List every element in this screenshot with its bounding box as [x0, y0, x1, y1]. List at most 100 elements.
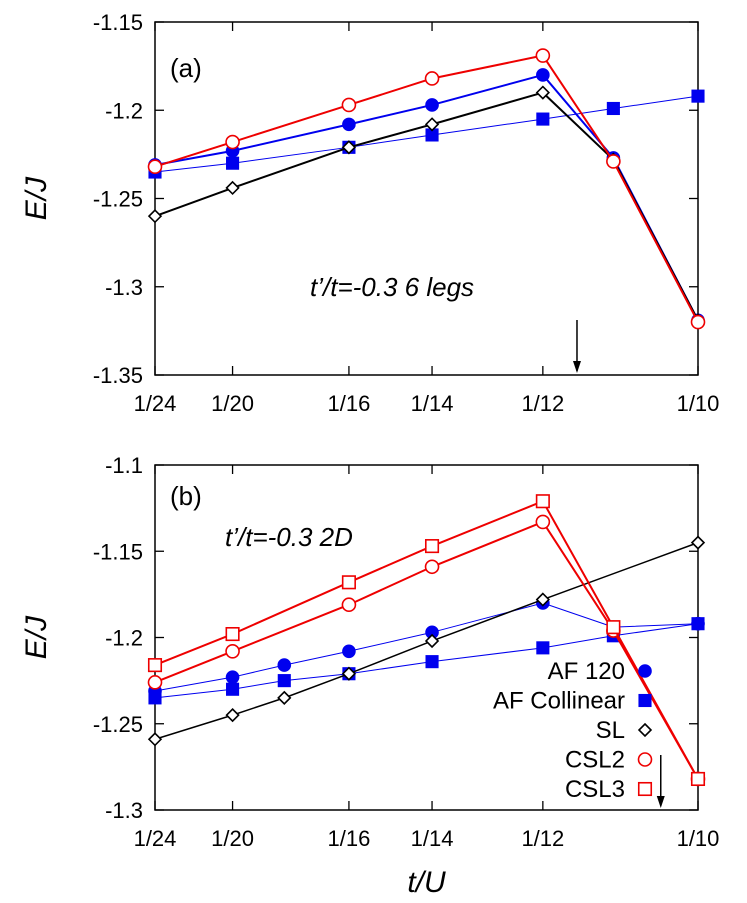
y-tick-label: -1.2 — [105, 98, 143, 123]
data-point — [225, 626, 240, 642]
legend-label: AF Collinear — [493, 688, 625, 715]
data-point — [341, 97, 357, 113]
series-afcollinear — [148, 617, 705, 705]
y-tick-label: -1.2 — [105, 626, 143, 651]
x-tick-label: 1/14 — [411, 826, 454, 851]
data-point — [277, 674, 291, 688]
data-point — [425, 98, 439, 112]
legend-marker — [637, 752, 653, 767]
data-point — [691, 89, 705, 103]
legend-marker — [638, 693, 652, 708]
legend-label: SL — [596, 717, 625, 744]
data-point — [225, 643, 240, 659]
transition-arrow — [572, 320, 581, 373]
arrow-head — [656, 796, 665, 808]
data-point — [606, 620, 621, 635]
legend-label: CSL3 — [565, 776, 625, 803]
data-point — [341, 597, 357, 613]
y-tick-label: -1.15 — [93, 539, 143, 564]
data-point — [535, 592, 550, 607]
y-tick-label: -1.25 — [93, 187, 143, 212]
y-tick-label: -1.25 — [93, 712, 143, 737]
y-axis-label: E/J — [20, 176, 53, 220]
x-tick-label: 1/10 — [677, 826, 720, 851]
series-csl2 — [147, 514, 706, 787]
panel-annotation: t’/t=-0.3 6 legs — [310, 272, 474, 302]
data-point — [690, 314, 706, 330]
data-point — [277, 658, 292, 672]
data-point — [147, 658, 163, 673]
data-point — [147, 732, 163, 747]
series-csl3 — [147, 494, 706, 787]
legend-marker — [637, 722, 653, 738]
panel-label: (a) — [170, 53, 202, 83]
data-point — [535, 514, 551, 530]
y-axis-label: E/J — [20, 615, 53, 659]
x-tick-label: 1/14 — [411, 391, 454, 416]
data-point — [424, 71, 440, 86]
x-tick-label: 1/16 — [328, 826, 371, 851]
data-point — [606, 154, 621, 169]
series-line — [154, 602, 699, 692]
data-point — [147, 675, 163, 690]
series-sl — [147, 535, 706, 747]
data-point — [690, 535, 706, 550]
data-point — [147, 159, 163, 175]
data-point — [535, 48, 551, 63]
x-tick-label: 1/10 — [677, 391, 720, 416]
data-point — [225, 670, 240, 684]
legend-marker — [637, 781, 653, 797]
data-point — [226, 156, 240, 170]
data-point — [226, 682, 240, 696]
x-tick-label: 1/16 — [328, 391, 371, 416]
data-point — [536, 112, 550, 126]
data-point — [277, 690, 292, 706]
data-point — [425, 655, 439, 669]
data-point — [536, 68, 550, 82]
x-tick-label: 1/24 — [134, 391, 177, 416]
x-tick-label: 1/12 — [521, 391, 564, 416]
data-point — [691, 617, 705, 631]
data-point — [225, 134, 240, 150]
data-point — [341, 575, 356, 590]
x-axis-label: t/U — [407, 866, 446, 899]
transition-arrow — [656, 755, 665, 808]
panel-label: (b) — [170, 481, 202, 511]
series-line — [154, 623, 699, 699]
panel-b: -1.1 -1.15 -1.2 -1.25 -1.3 1/24 1/20 1/16 1/14 1/… — [20, 453, 719, 899]
data-point — [535, 494, 550, 509]
y-tick-label: -1.15 — [93, 10, 143, 35]
data-point — [536, 641, 550, 655]
x-tick-label: 1/24 — [134, 826, 177, 851]
data-point — [148, 691, 162, 705]
data-point — [341, 140, 357, 155]
data-point — [225, 180, 240, 196]
data-point — [535, 85, 550, 100]
arrow-head — [572, 361, 581, 373]
y-tick-label: -1.35 — [93, 363, 143, 388]
legend-label: CSL2 — [565, 747, 625, 774]
data-point — [225, 707, 240, 723]
data-point — [606, 101, 620, 116]
legend-marker — [638, 664, 652, 678]
data-point — [424, 633, 440, 649]
data-point — [342, 644, 356, 659]
data-point — [147, 209, 163, 224]
data-point — [341, 666, 357, 681]
legend-label: AF 120 — [548, 658, 625, 685]
series-csl2 — [147, 48, 706, 330]
data-point — [424, 539, 440, 554]
panel-annotation: t’/t=-0.3 2D — [225, 522, 353, 552]
x-tick-label: 1/12 — [521, 826, 564, 851]
y-tick-label: -1.3 — [105, 798, 143, 823]
x-tick-label: 1/20 — [211, 826, 254, 851]
data-point — [690, 771, 706, 787]
x-tick-label: 1/20 — [211, 391, 254, 416]
panel-a: -1.15 -1.2 -1.25 -1.3 -1.35 1/24 1/20 1/16 1/14 1… — [20, 10, 719, 416]
y-tick-label: -1.3 — [105, 275, 143, 300]
data-point — [342, 117, 356, 132]
data-point — [424, 117, 440, 132]
data-point — [424, 559, 440, 575]
